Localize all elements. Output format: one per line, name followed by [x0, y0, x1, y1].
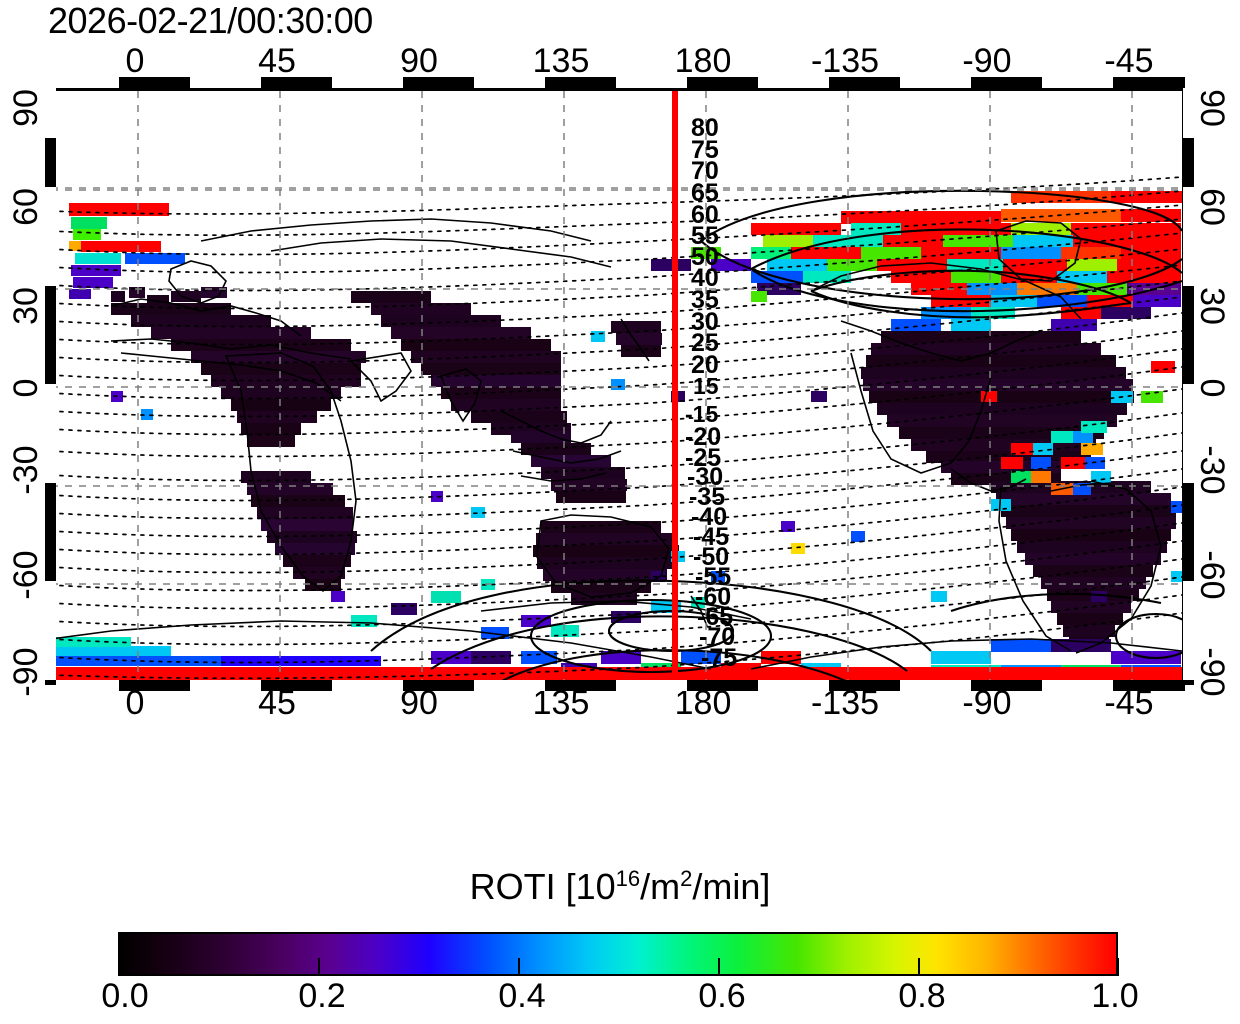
x-tick-top-0: 0 — [125, 42, 145, 80]
south-pole-red-band — [51, 637, 1182, 682]
colorbar-tickmark-02 — [318, 958, 320, 976]
roti-north-auroral-cells — [69, 203, 1181, 331]
colorbar-tickmark-04 — [518, 958, 520, 976]
maglat-label-40: 40 — [691, 264, 719, 292]
map-svg — [51, 91, 1182, 682]
maglat-label-65: 65 — [691, 179, 719, 207]
x-tick-bottom-135: 135 — [532, 684, 590, 722]
colorbar-title: ROTI [1016/m2/min] — [470, 868, 771, 906]
maglat-label-m55: -55 — [695, 563, 732, 591]
maglat-label-m35: -35 — [689, 483, 726, 511]
maglat-label-50: 50 — [691, 243, 719, 271]
y-tick-right-m90: -90 — [1193, 647, 1231, 697]
axis-bar-top — [48, 77, 1185, 88]
colorbar-title-units-exp: 2 — [680, 866, 693, 891]
maglat-label-70: 70 — [691, 157, 719, 185]
y-tick-right-0: 0 — [1193, 378, 1231, 398]
x-tick-bottom-m135: -135 — [810, 684, 880, 722]
maglat-label-20: 20 — [691, 351, 719, 379]
x-tick-bottom-90: 90 — [400, 684, 438, 722]
colorbar-title-units: /m — [640, 866, 681, 907]
y-tick-left-m90: -90 — [7, 647, 45, 697]
colorbar-tickmark-06 — [718, 958, 720, 976]
maglat-label-15: 15 — [693, 373, 719, 399]
y-tick-right-60: 60 — [1193, 188, 1231, 226]
maglat-label-m15: -15 — [685, 401, 719, 427]
maglat-label-m50: -50 — [693, 543, 730, 571]
x-tick-bottom-m90: -90 — [962, 684, 1012, 722]
maglat-label-25: 25 — [691, 329, 719, 357]
x-tick-top-90: 90 — [400, 42, 438, 80]
colorbar-tick-06: 0.6 — [698, 977, 746, 1015]
magnetic-latitude-contours — [51, 176, 1182, 680]
maglat-label-m25: -25 — [685, 444, 722, 472]
maglat-label-m30: -30 — [687, 463, 724, 491]
x-tick-top-45: 45 — [258, 42, 296, 80]
x-tick-top-m45: -45 — [1104, 42, 1154, 80]
colorbar-tick-02: 0.2 — [298, 977, 346, 1015]
y-tick-left-30: 30 — [7, 287, 45, 325]
maglat-label-m65: -65 — [697, 603, 734, 631]
maglat-label-55: 55 — [691, 222, 719, 250]
maglat-label-m20: -20 — [685, 423, 722, 451]
gridlines — [51, 91, 1182, 682]
colorbar-title-tail: /min] — [692, 866, 771, 907]
y-tick-left-0: 0 — [7, 378, 45, 398]
maglat-label-m60: -60 — [695, 583, 732, 611]
colorbar-tick-0: 0.0 — [101, 977, 149, 1015]
colorbar-tickmark-08 — [918, 958, 920, 976]
y-tick-right-m30: -30 — [1193, 445, 1231, 495]
maglat-label-75: 75 — [691, 136, 719, 164]
colorbar-title-exp: 16 — [615, 866, 641, 891]
x-tick-top-m90: -90 — [962, 42, 1012, 80]
y-tick-right-30: 30 — [1193, 287, 1231, 325]
maglat-label-m45: -45 — [693, 523, 730, 551]
colorbar-tick-08: 0.8 — [898, 977, 946, 1015]
maglat-label-m70: -70 — [699, 623, 736, 651]
colorbar-gradient[interactable] — [118, 932, 1118, 976]
page-title: 2026-02-21/00:30:00 — [48, 0, 373, 41]
y-tick-left-90: 90 — [7, 89, 45, 127]
x-tick-bottom-45: 45 — [258, 684, 296, 722]
maglat-label-30: 30 — [691, 308, 719, 336]
colorbar-tick-10: 1.0 — [1091, 977, 1139, 1015]
x-tick-top-180: 180 — [674, 42, 732, 80]
y-tick-left-60: 60 — [7, 188, 45, 226]
map-plot-area[interactable]: 80 75 70 65 60 55 50 45 40 35 30 25 20 1… — [48, 88, 1185, 685]
x-tick-bottom-m45: -45 — [1104, 684, 1154, 722]
x-tick-bottom-0: 0 — [125, 684, 145, 722]
x-tick-bottom-180: 180 — [674, 684, 732, 722]
x-tick-top-135: 135 — [532, 42, 590, 80]
maglat-label-m40: -40 — [691, 503, 728, 531]
colorbar-tickmark-10 — [1117, 958, 1119, 976]
axis-bar-right — [1183, 88, 1194, 685]
y-tick-right-90: 90 — [1193, 89, 1231, 127]
map-canvas: 80 75 70 65 60 55 50 45 40 35 30 25 20 1… — [51, 91, 1182, 682]
axis-bar-left — [45, 88, 56, 685]
maglat-label-35: 35 — [691, 286, 719, 314]
y-tick-right-m60: -60 — [1193, 550, 1231, 600]
axis-bar-bottom — [48, 680, 1185, 691]
y-tick-left-m60: -60 — [7, 550, 45, 600]
maglat-label-60: 60 — [691, 201, 719, 229]
x-tick-top-m135: -135 — [810, 42, 880, 80]
maglat-label-80: 80 — [691, 114, 719, 142]
colorbar-title-main: ROTI [10 — [469, 866, 616, 907]
colorbar-tick-04: 0.4 — [498, 977, 546, 1015]
colorbar-tickmark-0 — [118, 958, 120, 976]
maglat-label-m75: -75 — [701, 644, 738, 672]
y-tick-left-m30: -30 — [7, 445, 45, 495]
